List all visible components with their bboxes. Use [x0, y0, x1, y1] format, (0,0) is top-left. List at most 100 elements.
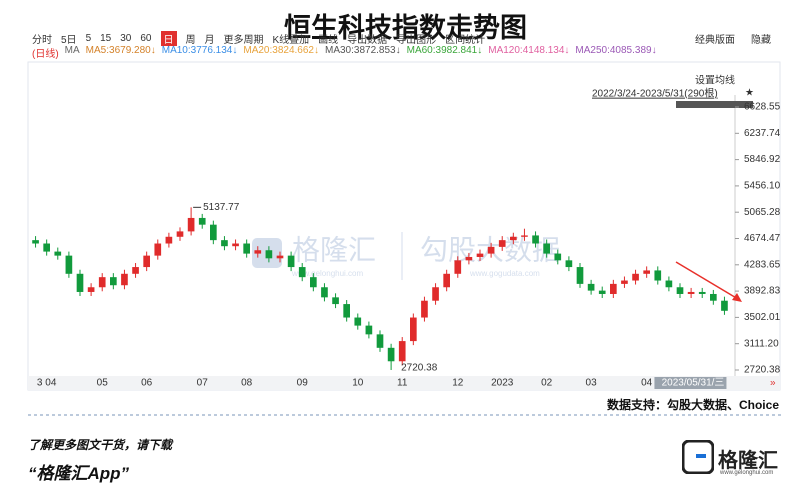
candle-body — [143, 255, 150, 268]
candle-body — [365, 325, 373, 335]
ma-legend-item: MA20:3824.662↓ — [243, 45, 319, 56]
x-axis-strip — [28, 376, 780, 390]
toolbar-item[interactable]: 5 — [85, 33, 92, 44]
toolbar-item[interactable]: 5日 — [61, 35, 77, 46]
candle-body — [532, 235, 539, 244]
watermark-left-url: www.gelonghui.com — [291, 269, 363, 278]
x-tick-label: 04 — [641, 378, 653, 389]
candle-body — [54, 251, 62, 256]
footer-line2: “格隆汇App” — [28, 464, 130, 483]
candle-body — [687, 291, 695, 294]
chart-frame — [27, 61, 781, 391]
candle-body — [332, 297, 339, 305]
toolbar-item[interactable]: K线叠加 — [272, 35, 310, 46]
candle-body — [676, 287, 684, 294]
x-tick-label: 2023/05/31/三 — [662, 378, 725, 389]
candle-body — [376, 334, 384, 348]
candle-body — [243, 243, 250, 254]
toolbar-item[interactable]: 30 — [120, 33, 132, 44]
candle-body — [298, 267, 306, 278]
ma-legend-item: MA30:3872.853↓ — [324, 45, 401, 56]
candle-body — [476, 253, 484, 257]
candle-body — [565, 260, 573, 268]
toolbar-item[interactable]: 区间统计 — [445, 35, 486, 46]
candle-body — [387, 347, 395, 362]
x-tick-label: 11 — [397, 378, 408, 389]
candle-body — [121, 273, 128, 286]
candle-body — [510, 236, 517, 241]
ma-legend-item: MA250:4085.389↓ — [575, 45, 657, 56]
toolbar: 分时 5日 5 15 30 60 日周月更多周期 K线叠加 画线 导出数据 导出图形 区间统计 — [32, 31, 485, 46]
candle-body — [576, 267, 584, 284]
toolbar-item[interactable]: 更多周期 — [223, 35, 264, 46]
candle-body — [487, 246, 495, 254]
candle-body — [398, 341, 406, 362]
toolbar-item[interactable]: 导出数据 — [347, 35, 388, 46]
candle-body — [65, 255, 73, 274]
candle-body — [454, 260, 462, 274]
y-tick-label: 3111.20 — [744, 338, 779, 349]
high-annotation: 5137.77 — [203, 202, 240, 213]
toolbar-item[interactable]: 月 — [204, 35, 215, 46]
ma-legend-item: MA10:3776.134↓ — [161, 45, 238, 56]
toolbar-item[interactable]: 导出图形 — [396, 35, 437, 46]
x-tick-label: 08 — [241, 378, 253, 389]
candle-body — [87, 287, 95, 292]
x-tick-label: 06 — [141, 378, 153, 389]
trend-arrow — [675, 261, 739, 300]
logo-url: www.gelonghui.com — [720, 470, 774, 476]
x-tick-label: 10 — [352, 378, 364, 389]
toolbar-item[interactable]: 周 — [185, 35, 196, 46]
candle-body — [110, 277, 117, 286]
candle-body — [432, 287, 439, 301]
x-tick-label: 3 04 — [37, 378, 57, 389]
candle-body — [443, 273, 450, 288]
y-tick-label: 3502.01 — [744, 312, 781, 323]
toolbar-item[interactable]: 15 — [100, 33, 112, 44]
scroll-arrow[interactable]: » — [770, 378, 776, 389]
candle-body — [321, 287, 328, 298]
candle-body — [521, 235, 528, 237]
watermark-left: 格隆汇 — [292, 234, 376, 265]
candle-body — [587, 283, 595, 291]
x-tick-label: 07 — [197, 378, 209, 389]
x-tick-label: 12 — [452, 378, 464, 389]
candle-body — [343, 304, 350, 318]
toolbar-item[interactable]: 60 — [140, 33, 152, 44]
candle-body — [498, 240, 506, 247]
toolbar-item[interactable]: 分时 — [32, 35, 52, 46]
y-tick-label: 2720.38 — [744, 365, 781, 376]
y-tick-label: 4283.65 — [744, 259, 781, 270]
y-tick-label: 4674.47 — [744, 233, 781, 244]
y-tick-label: 5065.28 — [744, 207, 781, 218]
star-icon[interactable]: ★ — [745, 88, 754, 99]
toolbar-item[interactable]: 画线 — [318, 35, 339, 46]
y-tick-label: 5846.92 — [744, 154, 781, 165]
low-annotation: 2720.38 — [401, 363, 438, 374]
logo-text: 格隆汇 — [718, 450, 778, 472]
candle-body — [187, 217, 195, 232]
settings-label: 设置均线 — [695, 74, 735, 87]
candle-body — [554, 253, 562, 261]
y-tick-label: 6237.74 — [744, 128, 781, 139]
candle-body — [643, 270, 650, 274]
candle-body — [265, 250, 273, 259]
candle-body — [654, 270, 662, 281]
candle-body — [98, 277, 106, 288]
candle-body — [76, 273, 84, 292]
candle-body — [598, 290, 606, 294]
toolbar-item[interactable]: 日 — [160, 31, 177, 46]
source: 数据支持：勾股大数据、Choice — [606, 398, 779, 412]
candle-body — [610, 283, 617, 294]
candle-body — [276, 255, 284, 259]
candle-body — [132, 267, 139, 274]
y-tick-label: 6628.55 — [744, 102, 781, 113]
toolbar-item[interactable]: 经典版面 — [695, 35, 735, 46]
candle-body — [43, 243, 50, 252]
x-tick-label: 05 — [97, 378, 109, 389]
candle-body — [543, 243, 550, 254]
candle-body — [621, 280, 628, 284]
x-tick-highlight — [654, 377, 727, 389]
toolbar-item[interactable]: 隐藏 — [751, 35, 771, 46]
